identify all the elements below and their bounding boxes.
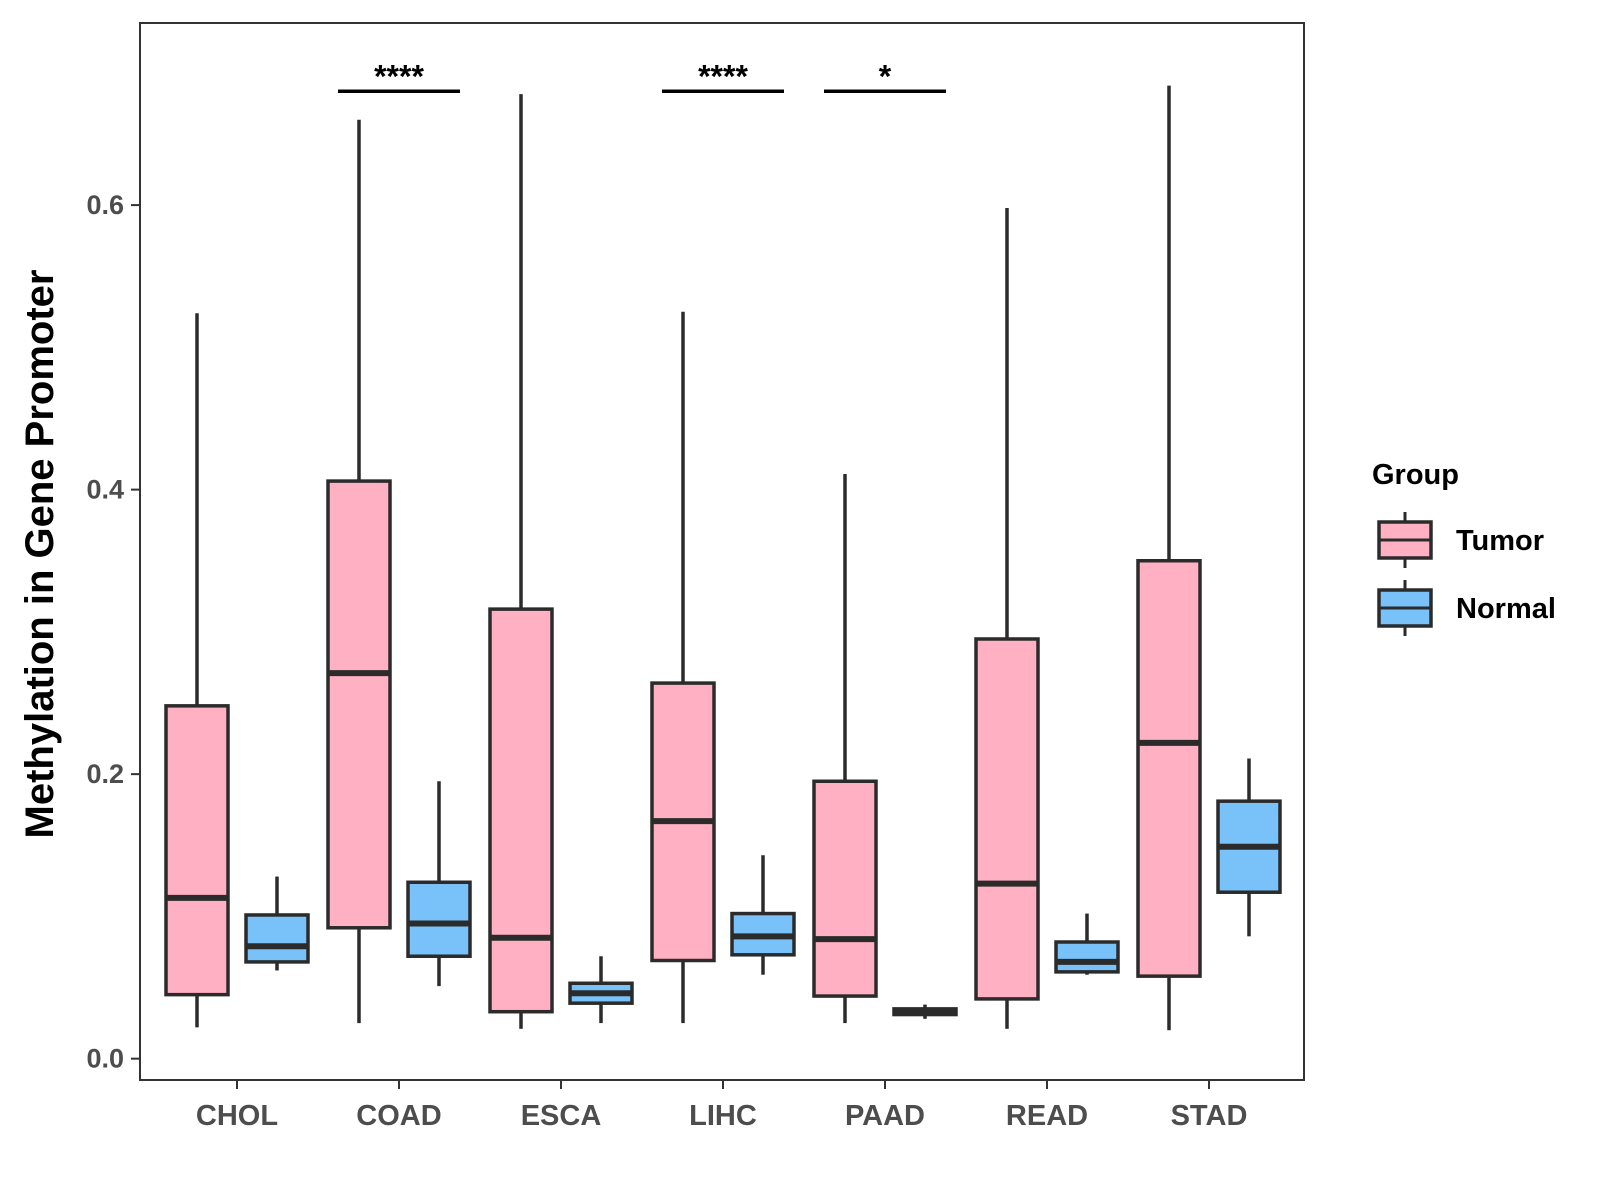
sig-label-lihc: **** (698, 58, 748, 94)
legend-item-normal: Normal (1377, 580, 1556, 636)
y-tick-label-0: 0.0 (86, 1044, 124, 1074)
axes: 0.0 0.2 0.4 0.6 CHOL COAD ESCA LIHC PAAD READ STAD (86, 190, 1247, 1132)
box-read-tumor (974, 207, 1040, 1029)
box-esca-normal (568, 956, 634, 1024)
box-iqr-coad-tumor (326, 479, 392, 930)
legend-label-normal: Normal (1456, 593, 1556, 625)
sig-label-coad: **** (374, 58, 424, 94)
box-iqr-chol-normal (244, 913, 310, 964)
y-tick-label-1: 0.2 (86, 759, 124, 789)
box-coad-normal (406, 781, 472, 987)
legend-item-tumor: Tumor (1377, 512, 1544, 568)
significance-annotations: **** **** * (338, 58, 946, 94)
plot-panel-border (139, 22, 1305, 1081)
box-chol-normal (244, 876, 310, 971)
x-tick-label-lihc: LIHC (689, 1100, 757, 1132)
box-iqr-esca-tumor (488, 607, 554, 1014)
box-iqr-chol-tumor (164, 704, 230, 997)
sig-label-paad: * (879, 58, 892, 94)
box-paad-normal (892, 1004, 958, 1019)
box-iqr-read-normal (1054, 940, 1120, 974)
x-tick-label-esca: ESCA (521, 1100, 602, 1132)
box-iqr-paad-tumor (812, 779, 878, 998)
box-chol-tumor (164, 313, 230, 1028)
legend-title: Group (1372, 459, 1459, 491)
box-iqr-read-tumor (974, 637, 1040, 1001)
box-coad-tumor (326, 119, 392, 1024)
box-read-normal (1054, 913, 1120, 975)
box-lihc-normal (730, 855, 796, 975)
y-axis-title: Methylation in Gene Promoter (18, 270, 62, 839)
x-tick-label-stad: STAD (1171, 1100, 1248, 1132)
x-tick-label-read: READ (1006, 1100, 1088, 1132)
box-iqr-stad-tumor (1136, 558, 1202, 978)
legend: Group Tumor Normal (1372, 459, 1556, 636)
x-tick-label-paad: PAAD (845, 1100, 925, 1132)
box-marks (164, 85, 1282, 1031)
plot-panel (139, 22, 1305, 1081)
box-iqr-coad-normal (406, 880, 472, 958)
legend-label-tumor: Tumor (1456, 525, 1544, 557)
y-tick-label-3: 0.6 (86, 190, 124, 220)
box-paad-tumor (812, 473, 878, 1024)
x-tick-label-chol: CHOL (196, 1100, 278, 1132)
box-lihc-tumor (650, 311, 716, 1024)
y-tick-label-2: 0.4 (86, 475, 124, 505)
box-stad-normal (1216, 758, 1282, 937)
box-esca-tumor (488, 94, 554, 1029)
box-stad-tumor (1136, 85, 1202, 1031)
x-tick-label-coad: COAD (356, 1100, 441, 1132)
